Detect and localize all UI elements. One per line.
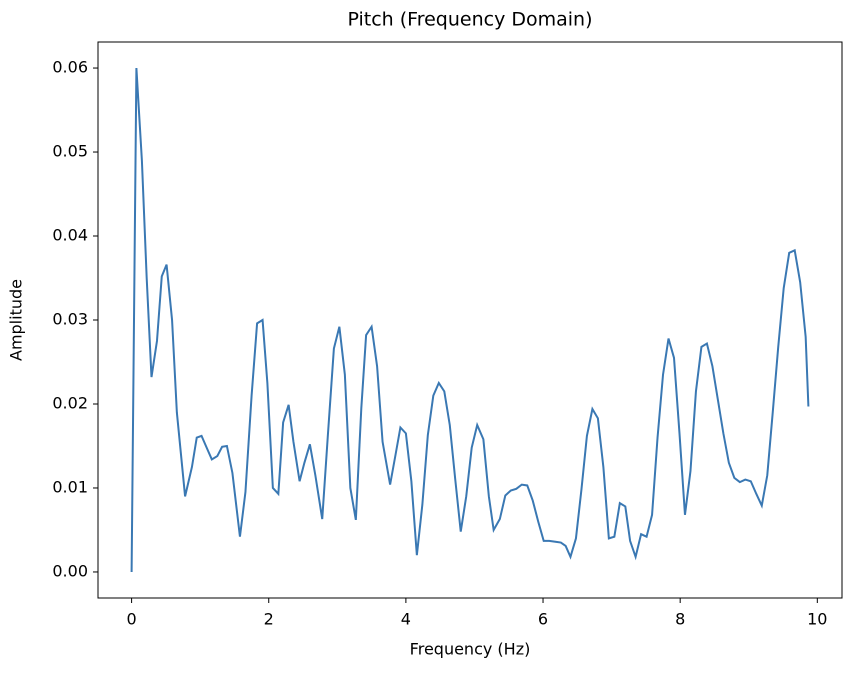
y-tick-label: 0.02 [52, 393, 88, 412]
x-tick-label: 8 [675, 610, 685, 629]
y-tick-label: 0.01 [52, 477, 88, 496]
x-tick-label: 4 [401, 610, 411, 629]
y-tick-label: 0.04 [52, 226, 88, 245]
plot-frame [97, 41, 843, 599]
x-axis-label: Frequency (Hz) [410, 640, 531, 659]
x-tick-label: 0 [127, 610, 137, 629]
x-tick-label: 6 [538, 610, 548, 629]
x-tick-label: 2 [264, 610, 274, 629]
y-tick-label: 0.05 [52, 142, 88, 161]
x-tick-label: 10 [807, 610, 827, 629]
y-tick-label: 0.06 [52, 58, 88, 77]
y-tick-label: 0.00 [52, 561, 88, 580]
y-tick-label: 0.03 [52, 310, 88, 329]
y-axis-label: Amplitude [7, 279, 26, 361]
line [130, 67, 810, 572]
chart-title: Pitch (Frequency Domain) [347, 9, 592, 31]
